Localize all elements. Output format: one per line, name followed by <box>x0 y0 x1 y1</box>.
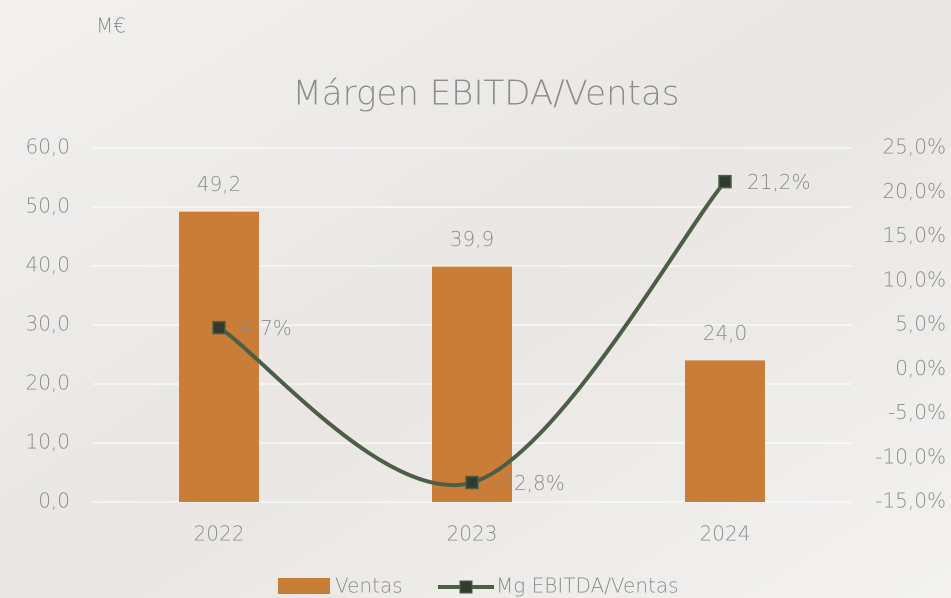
y2-tick-label: -5,0% <box>888 400 946 424</box>
y-tick-label: 0,0 <box>38 489 70 513</box>
y-tick-label: 50,0 <box>25 194 70 218</box>
bar <box>685 360 765 502</box>
y-axis-label: M€ <box>96 14 126 38</box>
y-tick-label: 40,0 <box>25 253 70 277</box>
value-label: 4,7% <box>241 316 292 340</box>
value-label: 24,0 <box>703 321 748 345</box>
bar <box>179 212 259 502</box>
legend-label: Mg EBITDA/Ventas <box>496 574 679 598</box>
y2-tick-label: -15,0% <box>875 489 946 513</box>
y2-tick-label: 0,0% <box>895 356 946 380</box>
legend-swatch <box>460 581 472 593</box>
y-tick-label: 60,0 <box>25 135 70 159</box>
y2-tick-label: 5,0% <box>895 312 946 336</box>
x-tick-label: 2023 <box>447 522 498 546</box>
y2-tick-label: 10,0% <box>882 267 946 291</box>
legend-swatch <box>278 578 330 594</box>
x-tick-label: 2024 <box>700 522 751 546</box>
y-tick-label: 10,0 <box>25 430 70 454</box>
chart-title: Márgen EBITDA/Ventas <box>292 74 679 114</box>
value-label: -12,8% <box>494 471 565 495</box>
marker <box>719 176 731 188</box>
marker <box>213 322 225 334</box>
value-label: 49,2 <box>197 172 242 196</box>
y2-tick-label: 15,0% <box>882 223 946 247</box>
marker <box>466 477 478 489</box>
y-tick-label: 30,0 <box>25 312 70 336</box>
legend-label: Ventas <box>335 574 403 598</box>
y2-tick-label: 25,0% <box>882 135 946 159</box>
y-tick-label: 20,0 <box>25 371 70 395</box>
x-tick-label: 2022 <box>194 522 245 546</box>
value-label: 21,2% <box>747 170 811 194</box>
value-label: 39,9 <box>450 227 495 251</box>
y2-tick-label: 20,0% <box>882 179 946 203</box>
y2-tick-label: -10,0% <box>875 444 946 468</box>
chart: M€ Márgen EBITDA/Ventas 0,0 10,0 20,0 30,0 4… <box>0 0 951 598</box>
